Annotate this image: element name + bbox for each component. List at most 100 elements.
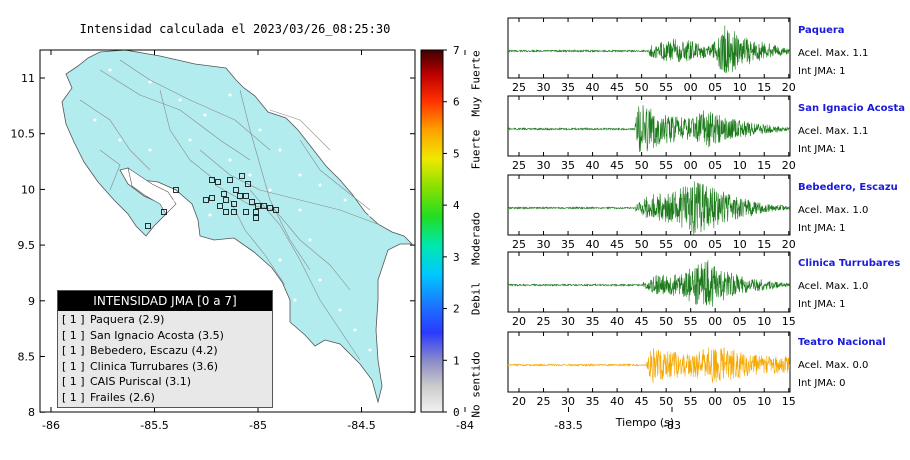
legend-item: [ 1 ] San Ignacio Acosta (3.5): [62, 328, 224, 342]
trace-x-tick-label: 35: [561, 238, 575, 251]
trace-x-tick-label: 30: [537, 81, 551, 94]
trace-x-tick-label: 50: [635, 81, 649, 94]
trace-x-tick-label: 30: [561, 395, 575, 408]
map-y-tick-label: 11: [21, 72, 35, 85]
trace-x-tick-label: 00: [684, 159, 698, 172]
map-frame: [39, 49, 416, 413]
legend-title: INTENSIDAD JMA [0 a 7]: [58, 291, 272, 311]
legend-box: INTENSIDAD JMA [0 a 7] [ 1 ] Paquera (2.9…: [57, 290, 273, 408]
trace-x-tick-label: 00: [684, 238, 698, 251]
trace-x-tick-label: 20: [782, 81, 796, 94]
map-x-tick-label: -85: [249, 419, 267, 432]
trace-x-tick-label: 05: [733, 315, 747, 328]
scale-tick-label: 0: [453, 406, 460, 419]
trace-x-tick-label: 40: [610, 395, 624, 408]
trace-x-tick-label: 50: [659, 395, 673, 408]
trace-x-tick-label: 25: [537, 315, 551, 328]
legend-item: [ 1 ] Frailes (2.6): [62, 390, 155, 404]
map-axis-ticks: -86 -85.5 -85 -84.5 -84 -83.5 -831110.5109.598…: [11, 50, 681, 432]
trace-x-tick-label: 55: [659, 81, 673, 94]
trace-x-tick-label: 10: [757, 395, 771, 408]
trace-x-tick-label: 25: [512, 159, 526, 172]
map-x-tick-label: -84.5: [347, 419, 375, 432]
trace-x-tick-label: 05: [708, 238, 722, 251]
station-int: Int JMA: 1: [798, 223, 846, 234]
trace-x-tick-label: 05: [708, 159, 722, 172]
trace-x-tick-label: 35: [586, 395, 600, 408]
trace-x-tick-label: 50: [635, 238, 649, 251]
station-acel: Acel. Max. 1.1: [798, 126, 869, 137]
legend-item: [ 1 ] Clinica Turrubares (3.6): [62, 359, 219, 373]
scale-tick-label: 4: [453, 199, 460, 212]
legend-item: [ 1 ] CAIS Puriscal (3.1): [62, 375, 192, 388]
trace-x-tick-label: 25: [512, 238, 526, 251]
trace-x-tick-label: 20: [512, 395, 526, 408]
trace-x-tick-label: 10: [733, 159, 747, 172]
map-y-tick-label: 8: [28, 406, 35, 419]
trace-x-tick-label: 45: [635, 315, 649, 328]
trace-x-tick-label: 55: [684, 315, 698, 328]
map-x-tick-label: -85.5: [140, 419, 168, 432]
station-int: Int JMA: 1: [798, 66, 846, 77]
trace-x-tick-label: 35: [561, 159, 575, 172]
trace-x-tick-label: 25: [512, 81, 526, 94]
road-network: [79, 59, 381, 361]
trace-x-tick-label: 00: [708, 395, 722, 408]
trace-x-tick-label: 35: [561, 81, 575, 94]
trace-x-tick-label: 05: [733, 395, 747, 408]
trace-x-tick-label: 45: [610, 159, 624, 172]
trace-x-tick-label: 15: [757, 159, 771, 172]
color-scale-bar: [420, 49, 444, 413]
station-acel: Acel. Max. 1.1: [798, 48, 869, 59]
city-dots: [93, 68, 372, 352]
map-x-tick-label: -83.5: [554, 419, 582, 432]
seismogram-trace: [507, 105, 791, 153]
station-int: Int JMA: 1: [798, 299, 846, 310]
scale-label-muy-fuerte: Muy Fuerte: [469, 50, 483, 117]
trace-x-tick-label: 50: [635, 159, 649, 172]
trace-x-tick-label: 30: [537, 159, 551, 172]
trace-x-tick-label: 40: [586, 81, 600, 94]
trace-x-tick-label: 20: [512, 315, 526, 328]
trace-x-tick-label: 45: [610, 238, 624, 251]
costa-rica-land: [61, 49, 413, 404]
trace-x-tick-label: 00: [708, 315, 722, 328]
trace-x-tick-label: 30: [537, 238, 551, 251]
map-x-tick-label: -86: [42, 419, 60, 432]
trace-x-tick-label: 40: [610, 315, 624, 328]
x-axis-title: Tiempo (s): [615, 416, 675, 429]
legend-item: [ 1 ] Bebedero, Escazu (4.2): [62, 344, 218, 357]
trace-x-tick-label: 35: [586, 315, 600, 328]
map-x-tick-label: -83: [663, 419, 681, 432]
station-name: Clinica Turrubares: [798, 258, 901, 269]
seismogram-panel: 20 25 30 35 40 45 50 55 00 05 10 15: [507, 331, 796, 408]
map-y-tick-label: 9: [28, 295, 35, 308]
trace-x-tick-label: 15: [782, 395, 796, 408]
trace-x-tick-label: 40: [586, 159, 600, 172]
trace-x-tick-label: 10: [733, 81, 747, 94]
trace-x-tick-label: 15: [757, 81, 771, 94]
station-int: Int JMA: 0: [798, 378, 846, 389]
legend-item: [ 1 ] Paquera (2.9): [62, 313, 165, 326]
seismogram-trace: [507, 347, 791, 384]
scale-tick-label: 2: [453, 303, 460, 316]
station-markers: [145, 173, 279, 229]
trace-x-tick-label: 10: [757, 315, 771, 328]
map-y-tick-label: 10: [21, 183, 35, 196]
scale-tick-label: 3: [453, 251, 460, 264]
trace-x-tick-label: 25: [537, 395, 551, 408]
station-acel: Acel. Max. 1.0: [798, 205, 869, 216]
seismogram-trace: [507, 181, 791, 235]
trace-x-tick-label: 50: [659, 315, 673, 328]
scale-tick-label: 7: [453, 44, 460, 57]
trace-x-tick-label: 55: [659, 159, 673, 172]
station-name: Paquera: [798, 25, 845, 36]
trace-x-tick-label: 45: [610, 81, 624, 94]
seismogram-panel: 25 30 35 40 45 50 55 00 05 10 15 20: [507, 17, 796, 94]
trace-x-tick-label: 30: [561, 315, 575, 328]
trace-x-tick-label: 15: [757, 238, 771, 251]
trace-x-tick-label: 20: [782, 159, 796, 172]
trace-x-tick-label: 55: [659, 238, 673, 251]
trace-x-tick-label: 20: [782, 238, 796, 251]
map-y-tick-label: 9.5: [18, 239, 36, 252]
